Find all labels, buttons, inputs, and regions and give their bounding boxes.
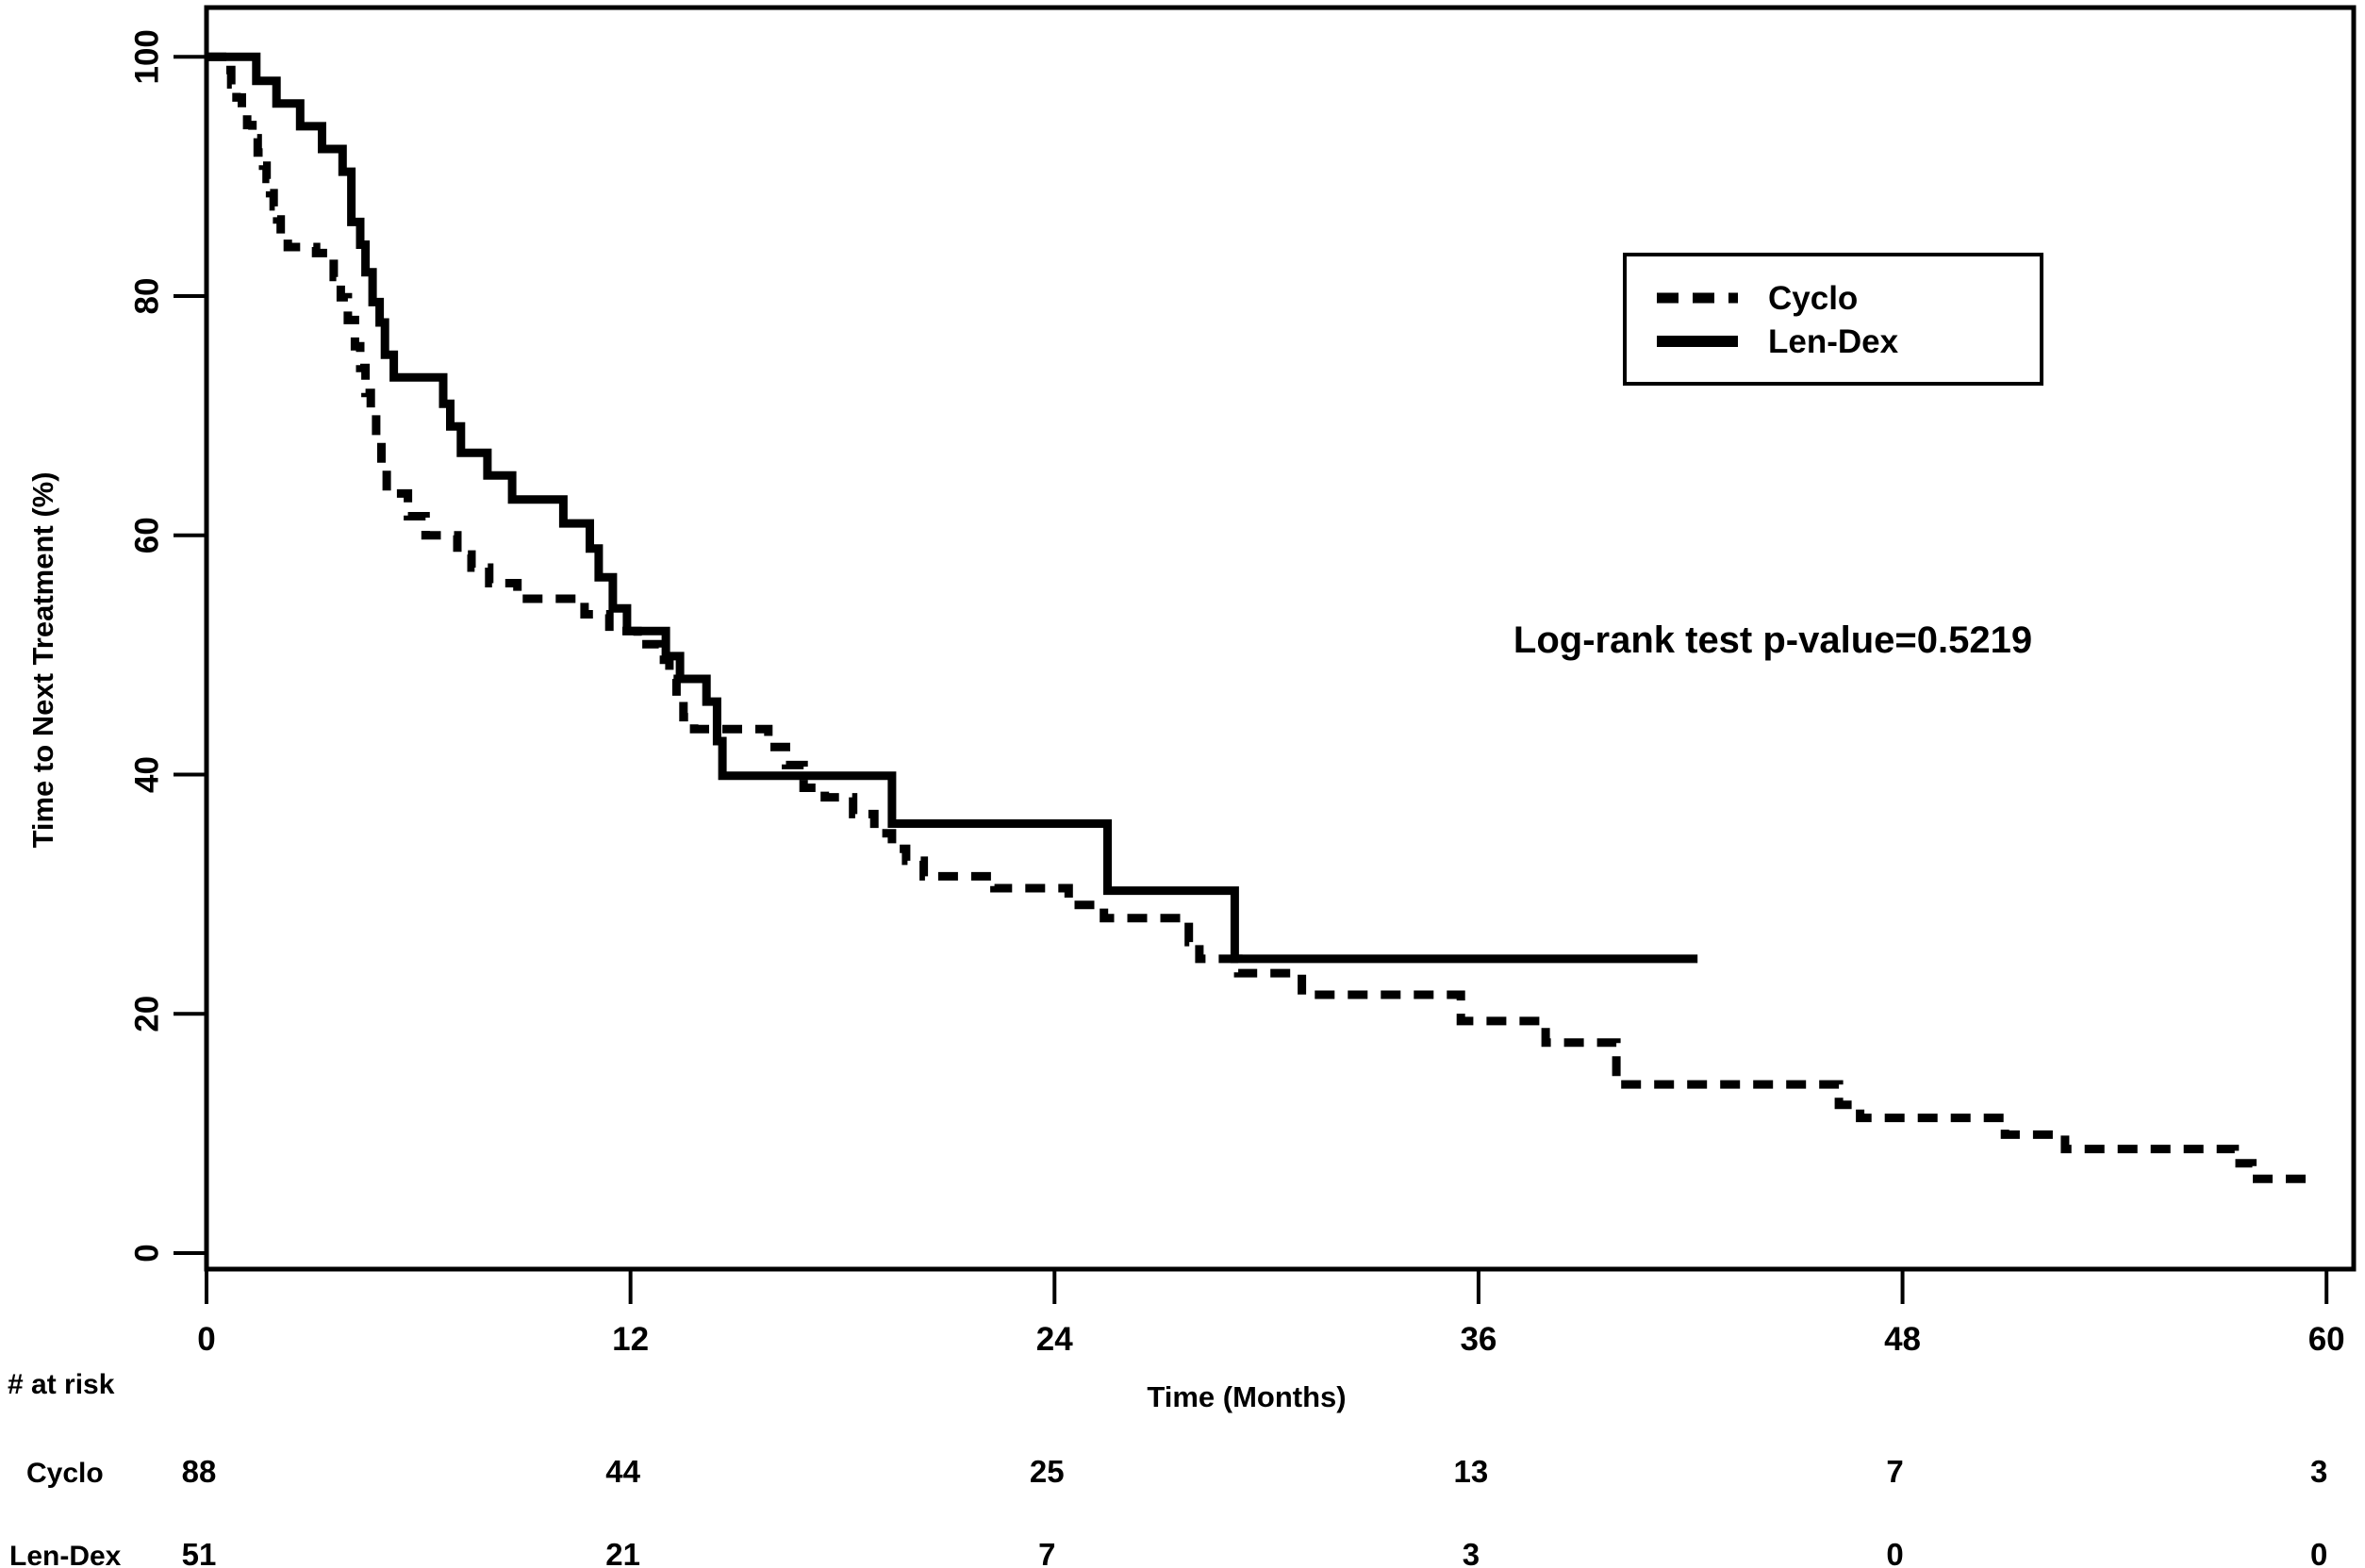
- y-tick-label: 100: [129, 29, 166, 84]
- risk-row-label-cyclo: Cyclo: [26, 1458, 104, 1489]
- x-tick-label: 12: [612, 1321, 649, 1358]
- risk-value: 3: [1463, 1537, 1480, 1568]
- risk-value: 44: [605, 1454, 640, 1489]
- x-axis-title: Time (Months): [1147, 1380, 1346, 1413]
- y-axis-ticks: 0 20 40 60 80 100: [129, 29, 207, 1263]
- y-axis-title: Time to Next Treatment (%): [26, 471, 59, 848]
- risk-table-header: # at risk: [8, 1369, 115, 1400]
- risk-value: 0: [1886, 1537, 1903, 1568]
- y-tick-label: 60: [129, 517, 166, 553]
- y-tick-label: 40: [129, 756, 166, 793]
- x-tick-label: 24: [1036, 1321, 1073, 1358]
- survival-curves: [207, 52, 2316, 1183]
- curve-len-dex: [207, 52, 1698, 964]
- y-tick-label: 0: [129, 1244, 166, 1262]
- x-tick-label: 48: [1884, 1321, 1921, 1358]
- risk-values: 88 44 25 13 7 3 51 21 7 3 0 0: [182, 1454, 2328, 1568]
- y-tick-label: 80: [129, 278, 166, 315]
- risk-value: 0: [2310, 1537, 2327, 1568]
- legend-box: [1623, 253, 2043, 386]
- risk-value: 3: [2310, 1454, 2327, 1489]
- x-tick-label: 60: [2308, 1321, 2345, 1358]
- risk-value: 51: [182, 1537, 217, 1568]
- legend: Cyclo Len-Dex: [1623, 253, 2043, 386]
- x-tick-label: 0: [197, 1321, 215, 1358]
- curve-cyclo: [207, 52, 2316, 1183]
- risk-value: 21: [605, 1537, 640, 1568]
- risk-value: 88: [182, 1454, 217, 1489]
- legend-label-len-dex: Len-Dex: [1768, 323, 1899, 360]
- legend-label-cyclo: Cyclo: [1768, 280, 1858, 317]
- plot-box: [204, 5, 2357, 1272]
- logrank-annotation: Log-rank test p-value=0.5219: [1513, 619, 2032, 661]
- x-axis-ticks: 0 12 24 36 48 60: [197, 1269, 2345, 1358]
- x-tick-label: 36: [1460, 1321, 1497, 1358]
- risk-value: 25: [1030, 1454, 1065, 1489]
- risk-row-label-len-dex: Len-Dex: [9, 1541, 122, 1568]
- risk-value: 7: [1038, 1537, 1055, 1568]
- risk-table: # at risk Cyclo Len-Dex 88 44 25 13 7 3 51 21 7 3…: [8, 1369, 2327, 1568]
- risk-value: 13: [1454, 1454, 1489, 1489]
- y-tick-label: 20: [129, 996, 166, 1032]
- risk-value: 7: [1886, 1454, 1903, 1489]
